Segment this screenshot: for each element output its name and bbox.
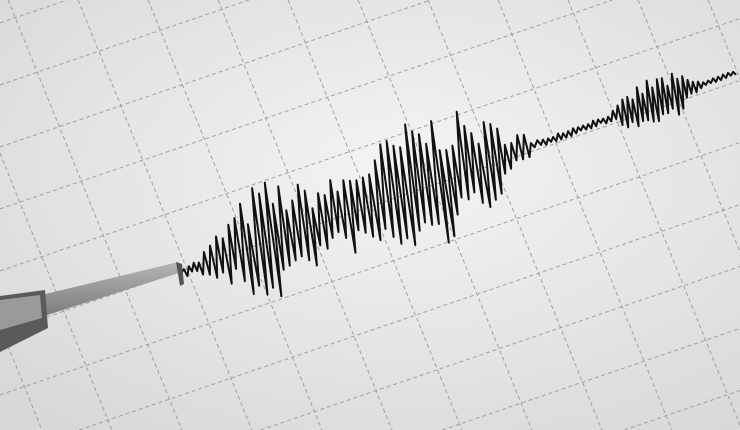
grid-line <box>7 0 183 430</box>
grid-line <box>260 266 740 430</box>
seismic-trace <box>181 70 737 298</box>
grid-line <box>0 80 740 334</box>
grid-line <box>78 204 740 430</box>
grid-line <box>0 0 613 210</box>
grid-line <box>147 0 323 430</box>
grid-line <box>287 0 463 430</box>
grid-line <box>0 326 43 430</box>
trace-line <box>181 70 737 298</box>
grid-line <box>0 0 431 148</box>
grid-line <box>0 0 250 86</box>
grid-line <box>0 18 740 272</box>
grid-line <box>0 142 740 396</box>
grid-line <box>217 0 393 430</box>
grid-line <box>637 0 740 253</box>
grid-line <box>77 0 253 430</box>
seismograph-stylus-icon <box>0 262 184 352</box>
grid-line <box>427 0 603 430</box>
grid-line <box>707 0 740 80</box>
grid-line <box>442 328 740 430</box>
grid-line <box>497 0 673 430</box>
grid-line <box>0 0 68 24</box>
